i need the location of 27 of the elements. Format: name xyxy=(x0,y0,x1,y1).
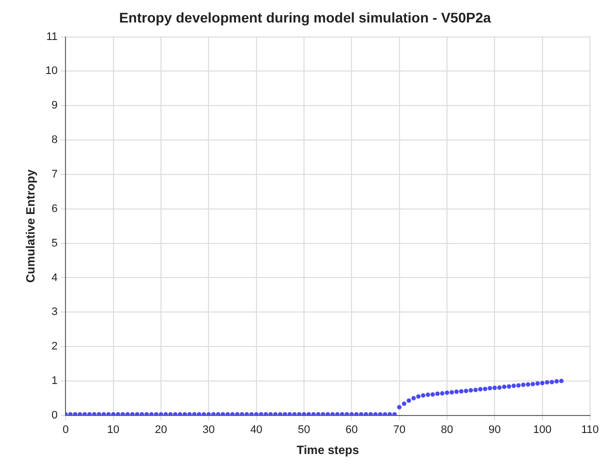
y-tick-label: 9 xyxy=(52,100,58,112)
x-tick-label: 30 xyxy=(202,424,215,436)
chart-title: Entropy development during model simulation - V50P2a xyxy=(119,9,492,26)
y-tick-label: 0 xyxy=(52,409,58,422)
y-tick-label: 1 xyxy=(52,375,58,388)
y-tick-label: 11 xyxy=(46,30,58,43)
y-tick-label: 10 xyxy=(45,65,58,78)
x-tick-label: 20 xyxy=(154,424,168,436)
x-tick-label: 50 xyxy=(298,424,310,436)
x-tick-label: 10 xyxy=(107,424,120,436)
y-tick-label: 7 xyxy=(52,168,58,181)
y-tick-label: 6 xyxy=(52,202,58,215)
y-tick-label: 8 xyxy=(52,134,58,146)
x-tick-label: 60 xyxy=(346,424,358,436)
x-tick-label: 70 xyxy=(393,424,406,436)
y-tick-label: 5 xyxy=(52,237,58,250)
x-tick-label: 110 xyxy=(581,424,599,436)
x-tick-label: 90 xyxy=(488,424,501,436)
y-tick-label: 3 xyxy=(52,306,58,318)
x-tick-label: 80 xyxy=(440,424,454,436)
x-tick-label: 40 xyxy=(250,424,262,436)
y-axis-title: Cumulative Entropy xyxy=(24,169,38,283)
x-axis-title: Time steps xyxy=(296,443,360,458)
x-tick-label: 100 xyxy=(533,424,552,436)
y-tick-label: 4 xyxy=(52,272,58,284)
y-tick-label: 2 xyxy=(52,340,58,353)
x-tick-label: 0 xyxy=(62,424,69,436)
